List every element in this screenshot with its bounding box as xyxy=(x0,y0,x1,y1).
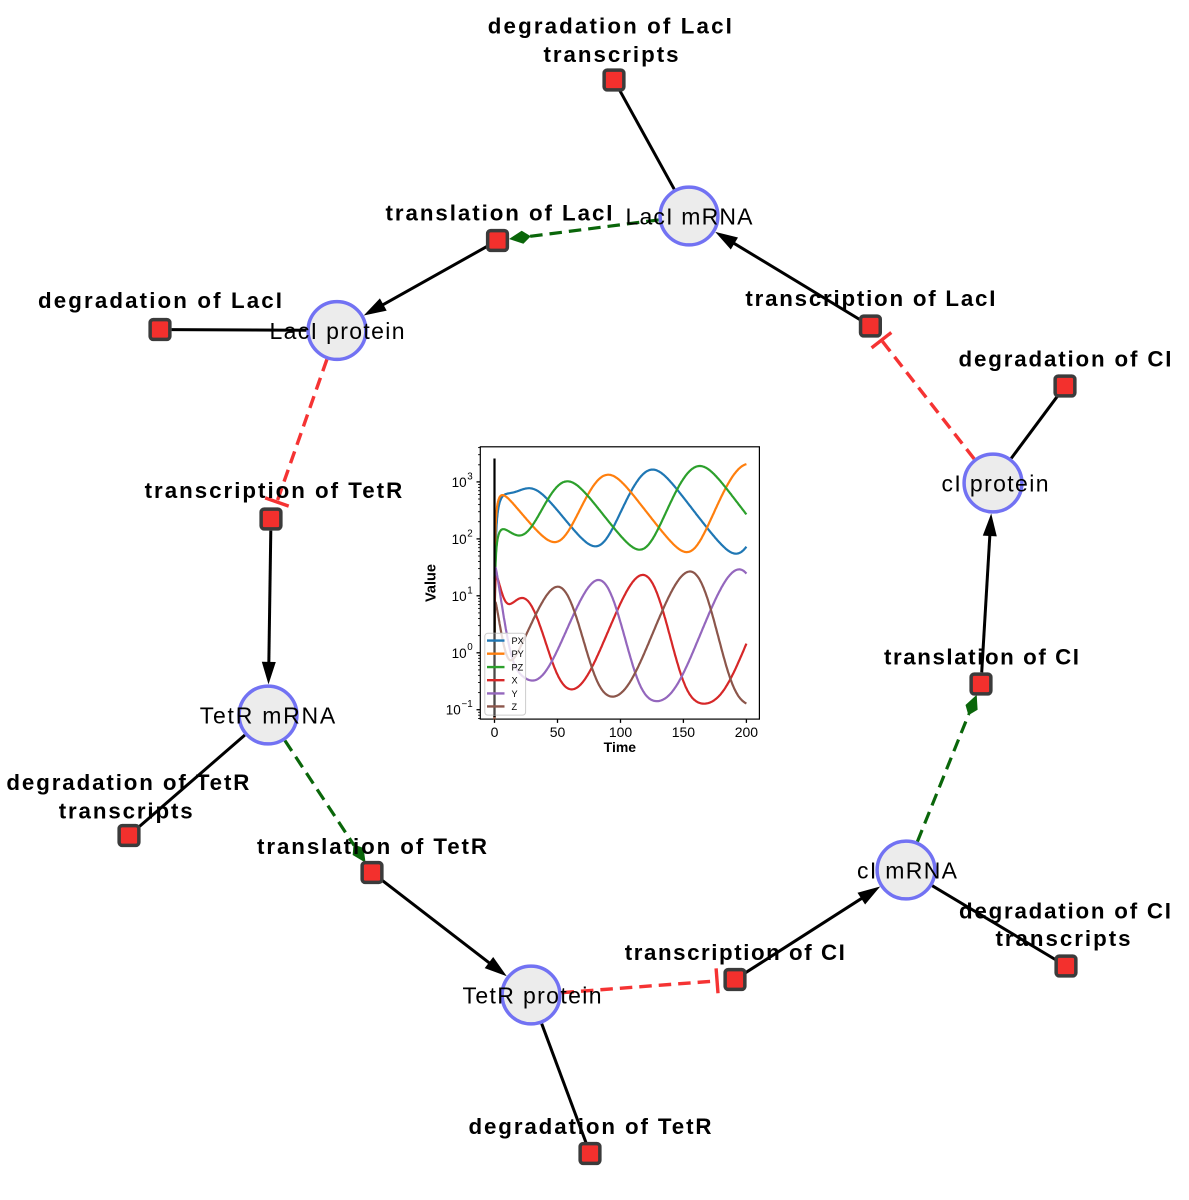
svg-text:100: 100 xyxy=(609,724,633,740)
svg-text:10: 10 xyxy=(452,589,467,604)
svg-text:200: 200 xyxy=(735,724,759,740)
svg-text:transcripts: transcripts xyxy=(544,42,679,67)
svg-text:50: 50 xyxy=(550,724,566,740)
svg-text:transcripts: transcripts xyxy=(996,926,1131,951)
svg-text:X: X xyxy=(512,676,518,686)
svg-text:transcription of LacI: transcription of LacI xyxy=(745,286,995,311)
svg-text:degradation of TetR: degradation of TetR xyxy=(6,770,249,795)
svg-text:degradation of TetR: degradation of TetR xyxy=(469,1114,712,1139)
svg-text:cI mRNA: cI mRNA xyxy=(857,858,958,884)
svg-text:0: 0 xyxy=(467,642,473,653)
svg-text:LacI mRNA: LacI mRNA xyxy=(626,204,754,230)
svg-text:10: 10 xyxy=(452,532,467,547)
svg-text:PY: PY xyxy=(512,649,524,659)
svg-text:translation of LacI: translation of LacI xyxy=(386,201,613,226)
svg-text:transcription of CI: transcription of CI xyxy=(625,940,845,965)
svg-text:10: 10 xyxy=(452,475,467,490)
svg-text:TetR protein: TetR protein xyxy=(463,983,602,1009)
svg-text:10: 10 xyxy=(446,703,461,718)
svg-text:150: 150 xyxy=(672,724,696,740)
svg-text:0: 0 xyxy=(491,724,499,740)
svg-text:PX: PX xyxy=(512,636,524,646)
svg-text:LacI protein: LacI protein xyxy=(270,318,405,344)
svg-text:degradation of CI: degradation of CI xyxy=(959,347,1172,372)
svg-text:degradation of LacI: degradation of LacI xyxy=(488,14,732,39)
svg-text:10: 10 xyxy=(452,646,467,661)
svg-text:Y: Y xyxy=(512,689,518,699)
svg-text:translation of TetR: translation of TetR xyxy=(257,834,487,859)
svg-text:Z: Z xyxy=(512,702,518,712)
svg-text:transcripts: transcripts xyxy=(59,798,193,823)
svg-text:3: 3 xyxy=(467,471,473,482)
svg-text:−1: −1 xyxy=(462,699,473,710)
svg-text:Time: Time xyxy=(604,739,637,755)
svg-text:1: 1 xyxy=(467,585,472,596)
svg-text:translation of CI: translation of CI xyxy=(884,645,1079,670)
svg-text:cI protein: cI protein xyxy=(942,471,1049,497)
svg-text:Value: Value xyxy=(424,564,440,602)
svg-text:degradation of CI: degradation of CI xyxy=(959,898,1171,923)
svg-text:TetR mRNA: TetR mRNA xyxy=(200,703,336,729)
svg-text:2: 2 xyxy=(467,528,472,539)
svg-text:PZ: PZ xyxy=(512,663,524,673)
svg-text:transcription of TetR: transcription of TetR xyxy=(145,478,403,503)
svg-text:degradation of LacI: degradation of LacI xyxy=(38,288,282,313)
